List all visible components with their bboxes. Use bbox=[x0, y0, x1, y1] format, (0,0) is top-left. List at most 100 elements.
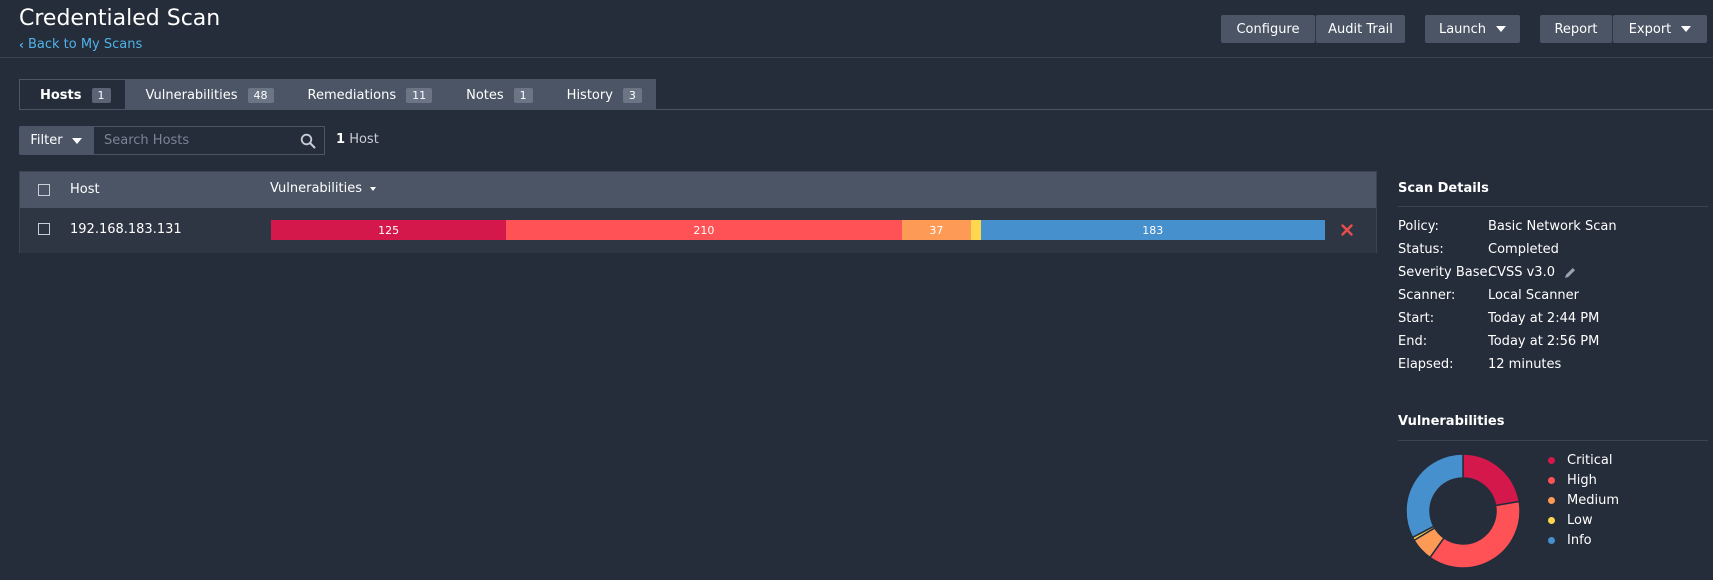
detail-label-status: Status: bbox=[1398, 242, 1444, 257]
audit-trail-button-label: Audit Trail bbox=[1328, 21, 1393, 37]
critical-segment[interactable]: 125 bbox=[271, 220, 507, 240]
detail-label-scanner: Scanner: bbox=[1398, 288, 1456, 303]
tab-count-badge: 3 bbox=[622, 87, 642, 103]
legend-item-high[interactable]: High bbox=[1548, 473, 1597, 488]
row-checkbox[interactable] bbox=[38, 223, 50, 235]
tab-count-badge: 1 bbox=[91, 87, 111, 103]
tab-history[interactable]: History 3 bbox=[546, 79, 656, 110]
header-divider bbox=[0, 57, 1713, 58]
page-title: Credentialed Scan bbox=[19, 6, 221, 31]
launch-button-label: Launch bbox=[1438, 21, 1487, 37]
detail-label-start: Start: bbox=[1398, 311, 1435, 326]
detail-value-policy: Basic Network Scan bbox=[1488, 219, 1617, 234]
launch-button[interactable]: Launch bbox=[1425, 15, 1520, 43]
tab-vulnerabilities[interactable]: Vulnerabilities 48 bbox=[125, 79, 288, 110]
remove-host-icon[interactable] bbox=[1340, 223, 1354, 237]
detail-label-policy: Policy: bbox=[1398, 219, 1439, 234]
tab-label: Hosts bbox=[40, 87, 82, 103]
legend-label: Critical bbox=[1567, 453, 1613, 468]
configure-button[interactable]: Configure bbox=[1221, 15, 1315, 43]
legend-dot-icon bbox=[1548, 477, 1555, 484]
panel-divider bbox=[1398, 206, 1708, 207]
donut-slice-info[interactable] bbox=[1405, 453, 1464, 539]
export-button-label: Export bbox=[1628, 21, 1672, 37]
legend-dot-icon bbox=[1548, 457, 1555, 464]
button-divider bbox=[1612, 15, 1613, 43]
legend-label: Info bbox=[1567, 533, 1592, 548]
segment-label: 37 bbox=[929, 223, 944, 237]
sort-caret-icon bbox=[369, 186, 376, 191]
tab-count-badge: 48 bbox=[247, 87, 274, 103]
vulnerability-severity-bar[interactable]: 125 210 37 183 bbox=[271, 220, 1325, 240]
legend-item-low[interactable]: Low bbox=[1548, 513, 1593, 528]
detail-value-start: Today at 2:44 PM bbox=[1488, 311, 1600, 326]
legend-item-info[interactable]: Info bbox=[1548, 533, 1592, 548]
table-header: Host Vulnerabilities bbox=[20, 172, 1376, 208]
export-button[interactable]: Export bbox=[1613, 15, 1707, 43]
detail-value-status: Completed bbox=[1488, 242, 1559, 257]
legend-dot-icon bbox=[1548, 517, 1555, 524]
host-count-label: Host bbox=[349, 132, 379, 147]
detail-value-elapsed: 12 minutes bbox=[1488, 357, 1562, 372]
vulnerabilities-panel-title: Vulnerabilities bbox=[1398, 414, 1505, 429]
tab-label: History bbox=[566, 87, 613, 103]
detail-value-severity-base: CVSS v3.0 bbox=[1488, 265, 1555, 280]
scan-details-title: Scan Details bbox=[1398, 181, 1489, 196]
tab-label: Remediations bbox=[307, 87, 397, 103]
configure-button-label: Configure bbox=[1236, 21, 1300, 37]
tab-count-badge: 11 bbox=[406, 87, 433, 103]
donut-slice-critical[interactable] bbox=[1462, 453, 1521, 507]
legend-item-medium[interactable]: Medium bbox=[1548, 493, 1619, 508]
legend-label: Low bbox=[1567, 513, 1593, 528]
host-ip[interactable]: 192.168.183.131 bbox=[70, 222, 182, 237]
caret-down-icon bbox=[1496, 26, 1507, 32]
tab-label: Vulnerabilities bbox=[145, 87, 238, 103]
tab-remediations[interactable]: Remediations 11 bbox=[287, 79, 447, 110]
tabs-divider bbox=[19, 109, 1713, 110]
hosts-table: Host Vulnerabilities 192.168.183.131 bbox=[19, 171, 1377, 253]
report-button-label: Report bbox=[1554, 21, 1598, 37]
audit-trail-button[interactable]: Audit Trail bbox=[1316, 15, 1405, 43]
tab-count-badge: 1 bbox=[513, 87, 533, 103]
tab-label: Notes bbox=[466, 87, 504, 103]
detail-label-end: End: bbox=[1398, 334, 1428, 349]
legend-dot-icon bbox=[1548, 537, 1555, 544]
segment-label: 210 bbox=[693, 223, 715, 237]
segment-label: 183 bbox=[1142, 223, 1164, 237]
column-header-host[interactable]: Host bbox=[70, 182, 100, 197]
search-icon[interactable] bbox=[300, 133, 316, 149]
report-button[interactable]: Report bbox=[1540, 15, 1612, 43]
tab-notes[interactable]: Notes 1 bbox=[446, 79, 547, 110]
low-segment[interactable] bbox=[971, 220, 981, 240]
legend-label: High bbox=[1567, 473, 1597, 488]
column-header-label: Vulnerabilities bbox=[270, 181, 362, 196]
search-hosts-input[interactable] bbox=[93, 126, 325, 155]
chevron-left-icon: ‹ bbox=[19, 37, 24, 52]
detail-label-severity-base: Severity Base: bbox=[1398, 265, 1492, 280]
pencil-icon[interactable] bbox=[1563, 266, 1577, 280]
info-segment[interactable]: 183 bbox=[980, 220, 1325, 240]
filter-button[interactable]: Filter bbox=[19, 126, 93, 155]
back-link-label: Back to My Scans bbox=[27, 37, 143, 52]
high-segment[interactable]: 210 bbox=[506, 220, 902, 240]
caret-down-icon bbox=[1681, 26, 1692, 32]
tab-bar: Hosts 1 Vulnerabilities 48 Remediations … bbox=[19, 79, 656, 110]
detail-label-elapsed: Elapsed: bbox=[1398, 357, 1454, 372]
donut-slice-high[interactable] bbox=[1428, 500, 1521, 569]
column-header-vulnerabilities[interactable]: Vulnerabilities bbox=[270, 181, 376, 196]
legend-dot-icon bbox=[1548, 497, 1555, 504]
panel-divider bbox=[1398, 440, 1708, 441]
host-count: 1 Host bbox=[336, 132, 379, 147]
medium-segment[interactable]: 37 bbox=[901, 220, 972, 240]
caret-down-icon bbox=[71, 137, 82, 144]
vulnerabilities-donut-chart[interactable] bbox=[1404, 452, 1522, 570]
select-all-checkbox[interactable] bbox=[38, 184, 50, 196]
legend-item-critical[interactable]: Critical bbox=[1548, 453, 1612, 468]
legend-label: Medium bbox=[1567, 493, 1619, 508]
detail-value-end: Today at 2:56 PM bbox=[1488, 334, 1600, 349]
filter-button-label: Filter bbox=[30, 133, 63, 148]
host-count-number: 1 bbox=[336, 132, 346, 147]
tab-hosts[interactable]: Hosts 1 bbox=[19, 79, 126, 110]
back-to-scans-link[interactable]: ‹ Back to My Scans bbox=[19, 37, 142, 52]
detail-value-scanner: Local Scanner bbox=[1488, 288, 1580, 303]
